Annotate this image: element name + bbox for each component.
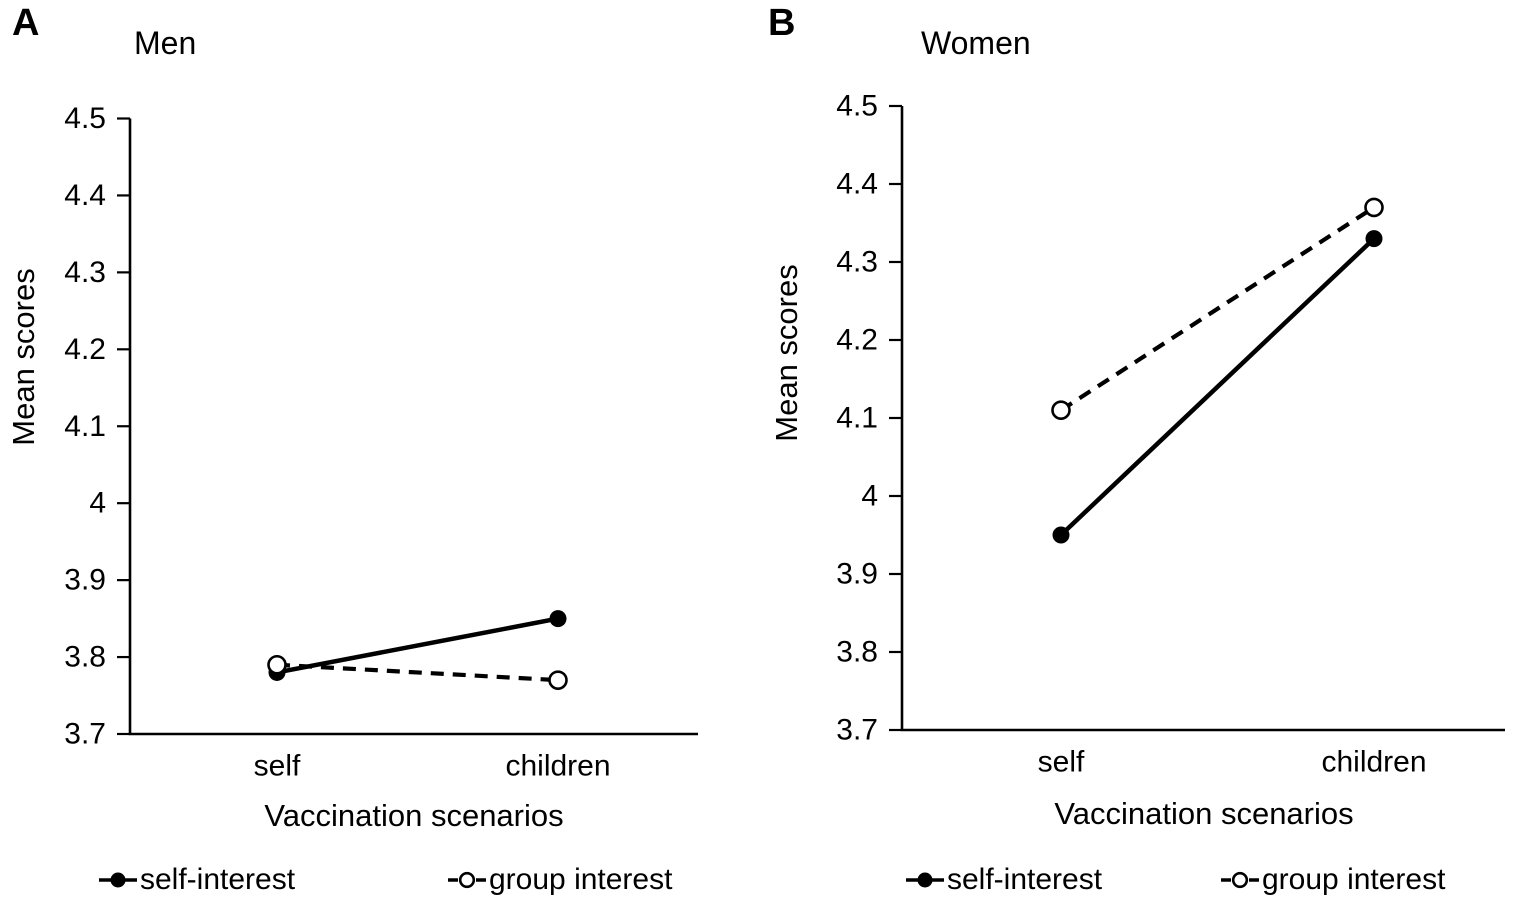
legend-item-group-interest-women: group interest [1221,862,1445,898]
legend-label-self-interest: self-interest [947,863,1103,896]
y-axis-title-men: Mean scores [6,268,41,446]
y-axis-tick-label: 4.5 [836,90,878,123]
self-interest-legend-marker-icon [906,872,944,888]
y-axis-tick-label: 3.8 [64,641,106,674]
y-axis-tick-label: 3.7 [836,714,878,747]
y-axis-tick-label: 4.2 [64,333,106,366]
data-point-group-interest-children [1364,197,1384,218]
panel-letter-a: A [12,2,40,44]
y-axis-tick-label: 4.3 [836,246,878,279]
plot-men: 4.5 4.4 4.3 4.2 4.1 4 3.9 3.8 3.7 self children [64,102,698,783]
y-axis-tick-label: 3.9 [836,558,878,591]
y-axis-tick-label: 4.2 [836,324,878,357]
y-axis-title-women: Mean scores [769,264,804,442]
y-axis-tick-label: 3.7 [64,718,106,751]
x-axis-category-label: children [505,750,610,783]
data-point-group-interest-children [548,670,568,690]
legend-label-group-interest: group interest [1262,863,1446,896]
data-point-group-interest-self [1051,400,1071,421]
y-axis-tick-label: 3.8 [836,636,878,669]
group-interest-legend-marker-icon [448,871,486,889]
chart-title-men: Men [134,25,197,61]
y-axis-tick-label: 4.1 [64,410,106,443]
y-axis-tick-label: 4 [861,480,878,513]
plot-women: 4.5 4.4 4.3 4.2 4.1 4 3.9 3.8 3.7 self children [836,90,1505,779]
panel-letter-b: B [768,2,796,44]
data-point-self-interest-children [549,610,567,628]
data-point-group-interest-self [267,654,287,675]
legend-item-group-interest-men: group interest [448,862,672,898]
series-line-self-interest [1059,236,1376,537]
x-axis-title-men: Vaccination scenarios [264,798,564,833]
y-axis-tick-label: 4.4 [64,179,106,212]
y-axis-tick-label: 3.9 [64,564,106,597]
data-point-self-interest-self [1052,526,1070,544]
chart-title-women: Women [921,25,1031,61]
x-axis-category-label: self [254,750,301,783]
x-axis-category-label: children [1321,746,1426,779]
y-axis-tick-label: 4 [89,487,106,520]
legend-item-self-interest-women: self-interest [906,862,1102,898]
series-line-group-interest [276,662,559,683]
series-line-self-interest [276,616,559,675]
x-axis-category-label: self [1038,746,1085,779]
self-interest-legend-marker-icon [99,872,137,888]
y-axis-tick-label: 4.5 [64,102,106,135]
group-interest-legend-marker-icon [1221,871,1259,889]
series-line-group-interest [1059,205,1376,412]
legend-label-group-interest: group interest [489,863,673,896]
data-point-self-interest-children [1365,230,1383,248]
legend-item-self-interest-men: self-interest [99,862,295,898]
legend-label-self-interest: self-interest [140,863,296,896]
y-axis-tick-label: 4.3 [64,256,106,289]
y-axis-tick-label: 4.1 [836,402,878,435]
x-axis-title-women: Vaccination scenarios [1054,796,1354,831]
y-axis-tick-label: 4.4 [836,168,878,201]
